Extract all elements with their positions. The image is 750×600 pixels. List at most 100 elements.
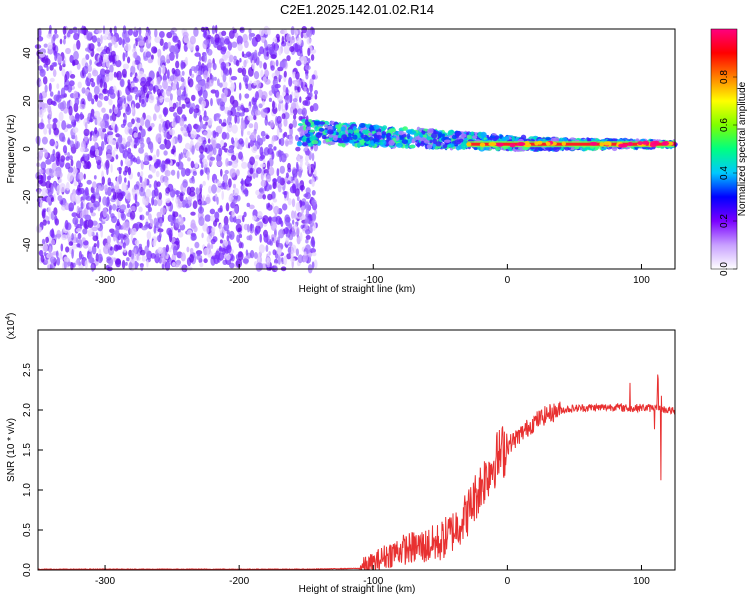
heatmap-cell (179, 117, 185, 127)
heatmap-cell (239, 145, 243, 150)
heatmap-cell (184, 97, 191, 104)
heatmap-cell (241, 161, 248, 169)
heatmap-cell (233, 187, 239, 197)
heatmap-cell (145, 80, 151, 87)
heatmap-cell (235, 59, 240, 67)
heatmap-cell (121, 182, 128, 192)
heatmap-cell (212, 139, 217, 148)
heatmap-cell (285, 102, 288, 111)
heatmap-cell (82, 228, 88, 235)
heatmap-cell (223, 142, 228, 148)
heatmap-cell (221, 131, 227, 140)
heatmap-cell (236, 105, 241, 112)
y-tick-label: 2.0 (22, 403, 33, 417)
heatmap-cell (89, 112, 93, 123)
heatmap-cell (93, 200, 100, 208)
heatmap-cell (460, 133, 467, 138)
heatmap-cell (36, 189, 42, 195)
heatmap-cell (59, 158, 65, 168)
heatmap-cell (164, 159, 171, 165)
heatmap-cell (196, 251, 201, 257)
heatmap-cell (132, 157, 138, 163)
y-tick-label: -20 (22, 189, 33, 204)
heatmap-cell (234, 32, 239, 38)
heatmap-cell (309, 220, 314, 227)
heatmap-cell (91, 145, 96, 152)
heatmap-cell (41, 136, 48, 145)
heatmap-cell (154, 36, 161, 43)
heatmap-cell (286, 33, 291, 42)
heatmap-cell (245, 137, 249, 148)
heatmap-cell (156, 96, 160, 107)
heatmap-cell (203, 39, 209, 45)
heatmap-cell (113, 234, 117, 242)
heatmap-cell (176, 106, 183, 115)
heatmap-cell (292, 169, 298, 178)
heatmap-cell (357, 142, 361, 149)
snr-y-multiplier: (x104) (5, 313, 17, 340)
heatmap-cell (87, 72, 92, 79)
heatmap-cell (79, 103, 86, 110)
heatmap-cell (110, 213, 115, 219)
heatmap-cell (296, 161, 299, 169)
heatmap-cell (156, 211, 162, 218)
heatmap-cell (160, 164, 166, 173)
heatmap-cell (245, 177, 251, 184)
heatmap-cell (266, 257, 271, 262)
heatmap-cell (176, 81, 180, 91)
heatmap-cell (341, 134, 348, 140)
heatmap-cell (210, 238, 216, 245)
heatmap-cell (216, 196, 219, 205)
heatmap-cell (128, 262, 133, 271)
heatmap-cell (67, 137, 71, 145)
heatmap-cell (84, 187, 89, 196)
heatmap-cell (264, 39, 268, 49)
heatmap-cell (402, 126, 409, 131)
heatmap-cell (59, 252, 63, 260)
heatmap-cell (37, 36, 44, 42)
heatmap-cell (297, 123, 304, 126)
heatmap-cell (256, 134, 261, 142)
heatmap-cell (289, 46, 295, 53)
heatmap-cell (116, 218, 120, 226)
heatmap-cell (311, 140, 319, 145)
heatmap-cell (41, 238, 46, 245)
heatmap-cell (169, 98, 173, 109)
heatmap-cell (210, 36, 215, 45)
heatmap-cell (71, 212, 78, 218)
heatmap-cell (124, 158, 131, 166)
heatmap-cell (545, 137, 552, 141)
heatmap-cell (310, 239, 316, 247)
heatmap-cell (108, 71, 114, 81)
heatmap-cell (112, 150, 116, 158)
heatmap-cell (140, 128, 146, 138)
heatmap-cell (104, 69, 110, 74)
heatmap-cell (299, 184, 305, 191)
heatmap-cell (289, 126, 293, 137)
heatmap-cell (41, 209, 46, 219)
heatmap-cell (244, 187, 248, 197)
heatmap-cell (291, 198, 296, 208)
heatmap-cell (215, 125, 223, 135)
heatmap-cell (181, 103, 186, 109)
heatmap-cell (38, 27, 42, 38)
heatmap-cell (55, 94, 62, 103)
heatmap-cell (58, 111, 64, 122)
heatmap-cell (301, 215, 306, 220)
heatmap-cell (488, 142, 497, 147)
heatmap-cell (301, 137, 307, 142)
heatmap-cell (215, 89, 220, 98)
heatmap-cell (297, 201, 301, 211)
x-tick-label: 100 (633, 275, 650, 286)
heatmap-cell (168, 52, 175, 61)
heatmap-cell (438, 137, 442, 143)
heatmap-cell (253, 121, 259, 132)
heatmap-cell (273, 205, 280, 215)
heatmap-cell (241, 51, 245, 58)
heatmap-cell (144, 119, 151, 129)
heatmap-cell (91, 226, 98, 232)
heatmap-cell (109, 108, 112, 114)
heatmap-cell (175, 60, 180, 69)
heatmap-cell (74, 112, 80, 122)
